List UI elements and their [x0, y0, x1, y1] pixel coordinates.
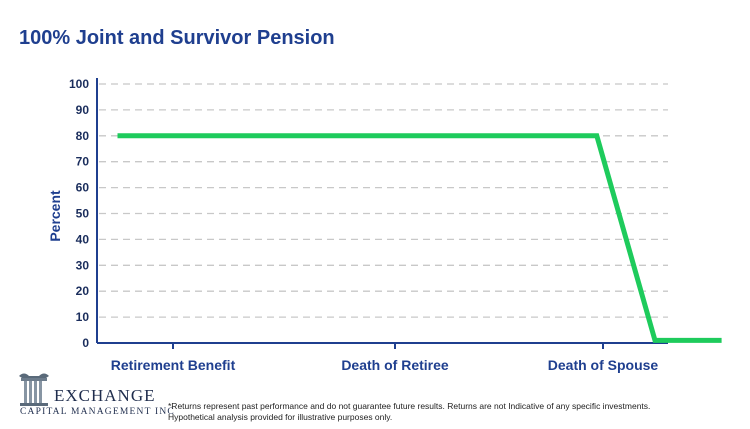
logo-name: EXCHANGE: [54, 386, 156, 405]
y-tick-label: 100: [69, 77, 89, 91]
series-line: [117, 133, 722, 343]
y-tick-label: 10: [76, 310, 90, 324]
y-tick-label: 40: [76, 232, 90, 246]
logo-subtitle: CAPITAL MANAGEMENT INC: [20, 407, 175, 417]
y-tick-label: 80: [76, 129, 90, 143]
y-axis-label: Percent: [47, 190, 63, 242]
disclaimer-line-2: Hypothetical analysis provided for illus…: [168, 412, 393, 422]
chart-title: 100% Joint and Survivor Pension: [19, 27, 335, 49]
y-tick-label: 90: [76, 103, 90, 117]
x-tick-label: Death of Spouse: [548, 357, 659, 373]
x-tick-label: Death of Retiree: [341, 357, 449, 373]
y-tick-label: 0: [82, 336, 89, 350]
disclaimer: *Returns represent past performance and …: [168, 401, 728, 423]
y-tick-label: 30: [76, 258, 90, 272]
company-logo: EXCHANGE CAPITAL MANAGEMENT INC: [14, 370, 174, 422]
y-tick-label: 20: [76, 284, 90, 298]
y-tick-label: 50: [76, 207, 90, 221]
x-tick-label: Retirement Benefit: [111, 357, 236, 373]
grid-lines: [99, 83, 668, 318]
y-tick-label: 70: [76, 155, 90, 169]
x-tick-labels: Retirement Benefit Death of Retiree Death …: [111, 357, 659, 373]
series-layer: [117, 133, 722, 343]
column-icon: [19, 373, 49, 406]
y-tick-label: 60: [76, 181, 90, 195]
y-tick-labels: 0 10 20 30 40 50 60 70 80 90 100: [69, 77, 89, 350]
axes: [96, 78, 668, 349]
disclaimer-line-1: *Returns represent past performance and …: [168, 401, 651, 411]
